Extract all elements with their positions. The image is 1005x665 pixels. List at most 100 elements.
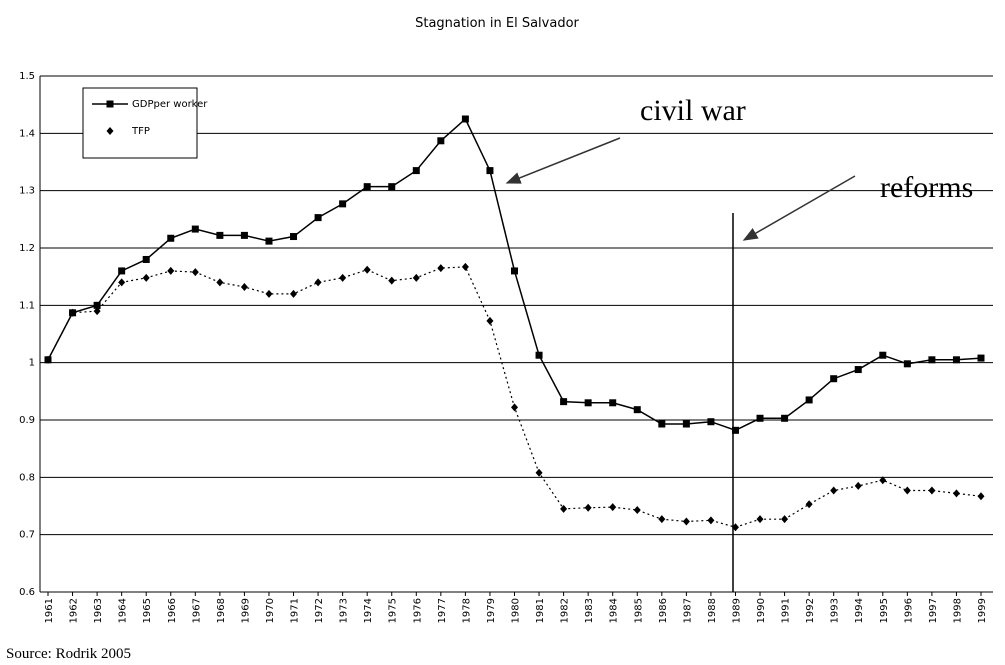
data-point [437, 137, 445, 145]
x-tick-label: 1982 [560, 598, 571, 623]
x-tick-label: 1995 [879, 598, 890, 623]
data-point [314, 214, 322, 222]
data-point [584, 503, 592, 512]
data-point [560, 504, 568, 513]
data-point [535, 351, 543, 359]
x-tick-label: 1987 [682, 598, 693, 623]
x-tick-label: 1999 [977, 598, 988, 623]
data-point [879, 476, 887, 485]
x-tick-label: 1968 [216, 598, 227, 623]
data-point [952, 489, 960, 498]
x-tick-label: 1970 [265, 598, 276, 623]
data-point [682, 517, 690, 526]
data-point [314, 278, 322, 287]
x-tick-label: 1991 [781, 598, 792, 623]
x-tick-label: 1973 [339, 598, 350, 623]
data-point [93, 301, 101, 309]
data-point [118, 278, 126, 287]
data-point [290, 289, 298, 298]
x-tick-label: 1990 [756, 598, 767, 623]
data-point [952, 356, 960, 364]
data-point [191, 268, 199, 277]
data-point [633, 506, 641, 515]
data-point [609, 503, 617, 512]
data-point [658, 515, 666, 524]
data-point [290, 233, 298, 241]
x-tick-label: 1989 [731, 598, 742, 623]
legend-marker [106, 100, 114, 108]
x-tick-label: 1981 [535, 598, 546, 623]
data-point [167, 266, 175, 275]
arrow [742, 175, 856, 241]
y-tick-label: 1.4 [19, 128, 35, 139]
data-point [142, 255, 150, 263]
data-point [928, 486, 936, 495]
data-point [879, 351, 887, 359]
data-point [142, 273, 150, 282]
data-point [412, 167, 420, 175]
x-tick-label: 1974 [363, 598, 374, 623]
data-point [633, 406, 641, 414]
data-point [682, 420, 690, 428]
x-tick-label: 1996 [903, 598, 914, 623]
x-tick-label: 1969 [240, 598, 251, 623]
data-point [854, 481, 862, 490]
legend-marker [106, 127, 114, 135]
x-tick-label: 1964 [118, 598, 129, 623]
x-tick-label: 1971 [290, 598, 301, 623]
data-point [511, 267, 518, 275]
x-tick-label: 1976 [412, 598, 423, 623]
y-tick-label: 1.1 [19, 300, 35, 311]
data-point [216, 278, 224, 287]
data-point [388, 276, 396, 285]
x-tick-label: 1992 [805, 598, 816, 623]
data-point [584, 399, 592, 407]
data-point [781, 414, 789, 422]
data-point [977, 492, 985, 501]
data-point [707, 418, 715, 426]
x-tick-label: 1965 [142, 598, 153, 623]
data-point [707, 516, 715, 525]
y-tick-label: 0.6 [19, 587, 35, 598]
arrow [505, 137, 621, 184]
x-tick-label: 1997 [928, 598, 939, 623]
data-point [461, 115, 469, 123]
data-point [511, 403, 518, 412]
x-tick-label: 1961 [44, 598, 55, 623]
data-point [240, 282, 248, 291]
data-point [216, 231, 224, 239]
x-tick-label: 1993 [830, 598, 841, 623]
plot-area: 0.6 0.7 0.8 0.9 1 1.1 1.2 1.3 1.4 1.5 1961 1962 1963… [19, 71, 993, 623]
legend-label: GDPper worker [132, 99, 208, 110]
x-tick-label: 1975 [388, 598, 399, 623]
chart-title: Stagnation in El Salvador [415, 16, 579, 31]
data-point [44, 355, 52, 364]
data-point [265, 237, 273, 245]
data-point [560, 398, 568, 406]
data-point [437, 264, 445, 273]
x-tick-label: 1980 [511, 598, 522, 623]
y-tick-label: 0.8 [19, 472, 35, 483]
legend-label: TFP [131, 126, 150, 137]
data-point [93, 307, 101, 316]
x-tick-label: 1994 [854, 598, 865, 623]
data-point [658, 420, 666, 428]
data-point [781, 515, 789, 524]
source: Source: Rodrik 2005 [6, 646, 131, 662]
annotation: civil war [640, 94, 746, 127]
x-tick-label: 1978 [461, 598, 472, 623]
x-tick-label: 1972 [314, 598, 325, 623]
data-point [191, 225, 199, 233]
data-point [363, 183, 371, 191]
x-tick-label: 1988 [707, 598, 718, 623]
x-tick-label: 1962 [69, 598, 80, 623]
data-point [903, 486, 911, 495]
data-point [118, 267, 126, 275]
data-point [412, 273, 420, 282]
data-point [461, 262, 469, 271]
data-point [69, 308, 77, 317]
data-point [535, 468, 543, 477]
data-point [363, 265, 371, 274]
x-tick-label: 1998 [952, 598, 963, 623]
